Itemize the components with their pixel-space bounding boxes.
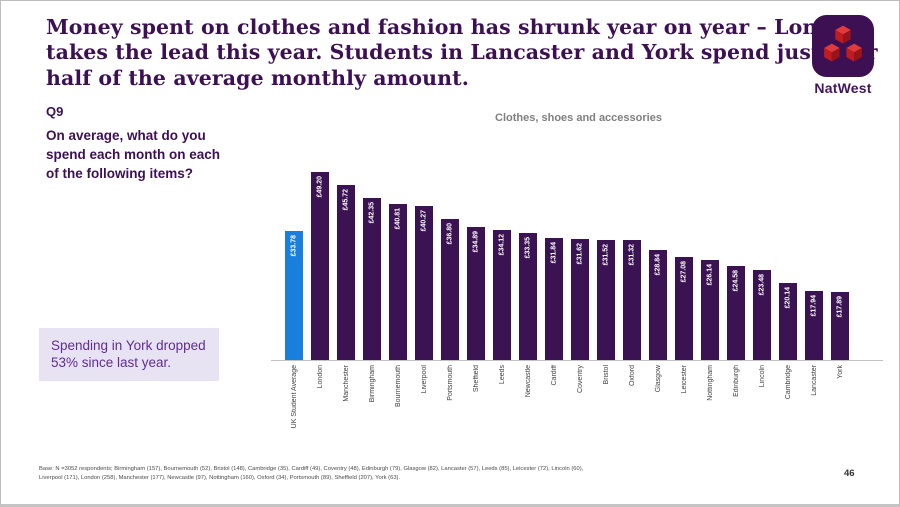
question-block: Q9 On average, what do you spend each mo… — [46, 104, 221, 183]
x-axis-label: Edinburgh — [732, 365, 740, 397]
bar-uk-student-average: £33.78 — [285, 231, 303, 360]
bar-oxford: £31.32 — [623, 240, 641, 360]
bar-bristol: £31.52 — [597, 240, 615, 360]
x-axis-label: London — [316, 365, 324, 389]
x-axis-label: Lincoln — [758, 365, 766, 388]
x-axis-label: Leeds — [498, 365, 506, 385]
bar-liverpool: £40.27 — [415, 206, 433, 360]
natwest-logo: NatWest — [807, 15, 879, 96]
bar-bournemouth: £40.81 — [389, 204, 407, 360]
bar-lincoln: £23.48 — [753, 270, 771, 360]
bar-coventry: £31.62 — [571, 239, 589, 360]
chart-title: Clothes, shoes and accessories — [495, 112, 662, 124]
x-axis-label: Newcastle — [524, 365, 532, 398]
x-axis-label: Nottingham — [706, 365, 714, 401]
bar-york: £17.89 — [831, 292, 849, 360]
question-number: Q9 — [46, 104, 64, 119]
bar-value-label: £34.12 — [498, 234, 506, 256]
title-line-3: half of the average monthly amount. — [46, 65, 469, 90]
x-axis-label: Sheffield — [472, 365, 480, 393]
title-line-2: takes the lead this year. Students in La… — [46, 40, 878, 65]
x-axis-labels: UK Student Average London Manchester Birmin… — [271, 362, 883, 436]
bar-birmingham: £42.35 — [363, 198, 381, 360]
x-axis-label: Lancaster — [810, 365, 818, 396]
x-axis-label: UK Student Average — [290, 365, 298, 429]
question-text: On average, what do you spend each month… — [46, 128, 221, 182]
bar-value-label: £31.62 — [576, 243, 584, 265]
bar-value-label: £40.81 — [394, 208, 402, 230]
bar-value-label: £28.84 — [654, 254, 662, 276]
bar-value-label: £24.58 — [732, 270, 740, 292]
bar-leeds: £34.12 — [493, 230, 511, 360]
base-note: Base: N =3052 respondents; Birmingham (1… — [39, 465, 809, 482]
bar-chart: Clothes, shoes and accessories £33.78 £49… — [271, 106, 886, 436]
x-axis-label: Bristol — [602, 365, 610, 385]
x-axis-label: Cambridge — [784, 365, 792, 400]
bar-value-label: £34.89 — [472, 231, 480, 253]
bar-lancaster: £17.94 — [805, 291, 823, 360]
bar-sheffield: £34.89 — [467, 227, 485, 360]
bar-value-label: £17.89 — [836, 296, 844, 318]
x-axis-line — [271, 360, 883, 361]
x-axis-label: Glasgow — [654, 365, 662, 393]
bar-cambridge: £20.14 — [779, 283, 797, 360]
natwest-logo-icon — [812, 15, 874, 77]
x-axis-label: York — [836, 365, 844, 379]
page-title: Money spent on clothes and fashion has s… — [46, 15, 878, 91]
x-axis-label: Liverpool — [420, 365, 428, 394]
bar-value-label: £40.27 — [420, 210, 428, 232]
chart-plot-area: £33.78 £49.20 £45.72 £42.35 £40.81 £40.27 £36.… — [271, 136, 883, 361]
bar-value-label: £23.48 — [758, 274, 766, 296]
bar-newcastle: £33.35 — [519, 233, 537, 360]
bar-glasgow: £28.84 — [649, 250, 667, 360]
bar-value-label: £49.20 — [316, 176, 324, 198]
x-axis-label: Portsmouth — [446, 365, 454, 401]
bar-london: £49.20 — [311, 172, 329, 360]
bar-value-label: £42.35 — [368, 202, 376, 224]
x-axis-label: Manchester — [342, 365, 350, 402]
bar-nottingham: £26.14 — [701, 260, 719, 360]
bar-manchester: £45.72 — [337, 185, 355, 360]
bar-value-label: £27.08 — [680, 261, 688, 283]
bar-leicester: £27.08 — [675, 257, 693, 360]
base-note-line-2: Liverpool (171), London (258), Mancheste… — [39, 474, 401, 481]
x-axis-label: Birmingham — [368, 365, 376, 403]
title-line-1: Money spent on clothes and fashion has s… — [46, 15, 861, 39]
x-axis-label: Coventry — [576, 365, 584, 394]
x-axis-label: Oxford — [628, 365, 636, 387]
natwest-wordmark: NatWest — [814, 80, 872, 96]
bar-value-label: £31.32 — [628, 244, 636, 266]
bar-value-label: £20.14 — [784, 287, 792, 309]
bar-cardiff: £31.84 — [545, 238, 563, 360]
logo-cube-right — [846, 43, 862, 62]
bar-value-label: £33.78 — [290, 235, 298, 257]
bar-value-label: £26.14 — [706, 264, 714, 286]
logo-cube-top — [835, 25, 851, 44]
bar-value-label: £33.35 — [524, 237, 532, 259]
bar-portsmouth: £36.80 — [441, 219, 459, 360]
x-axis-label: Leicester — [680, 365, 688, 394]
page-number: 46 — [844, 468, 855, 479]
x-axis-label: Cardiff — [550, 365, 558, 386]
base-note-line-1: Base: N =3052 respondents; Birmingham (1… — [39, 466, 584, 472]
bar-value-label: £17.94 — [810, 295, 818, 317]
bar-value-label: £31.52 — [602, 244, 610, 266]
bar-value-label: £31.84 — [550, 242, 558, 264]
logo-cube-left — [824, 43, 840, 62]
bar-edinburgh: £24.58 — [727, 266, 745, 360]
callout-box: Spending in York dropped 53% since last … — [39, 328, 219, 381]
callout-text: Spending in York dropped 53% since last … — [51, 338, 206, 371]
x-axis-label: Bournemouth — [394, 365, 402, 408]
bar-value-label: £36.80 — [446, 223, 454, 245]
bar-value-label: £45.72 — [342, 189, 350, 211]
